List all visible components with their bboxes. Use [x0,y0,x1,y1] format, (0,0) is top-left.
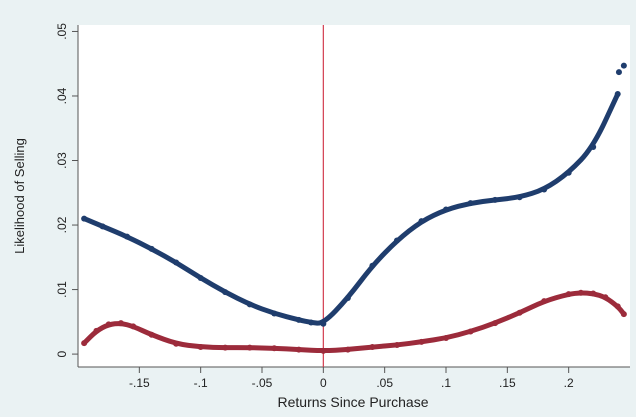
y-tick-label: .04 [55,87,69,104]
data-point [81,340,88,347]
data-point [516,309,523,316]
y-tick-label: .01 [55,281,69,298]
y-tick-label: .02 [55,216,69,233]
data-point [602,294,609,301]
data-point [148,331,155,338]
data-point [295,316,302,323]
data-point [443,206,449,213]
data-point [614,91,621,98]
y-axis-ticks: 0 .01 .02 .03 .04 .05 [55,23,78,357]
x-axis-label: Returns Since Purchase [278,394,429,410]
data-point [246,344,253,351]
x-tick-label: .15 [499,376,516,390]
data-point [308,319,315,326]
data-point [620,311,627,318]
data-point [222,344,229,351]
data-point [369,343,376,350]
data-point [93,327,100,334]
data-point [173,340,180,347]
data-point [320,320,327,327]
data-point [418,338,425,345]
data-point [246,301,253,308]
data-point [541,298,548,305]
data-point [565,169,572,176]
y-tick-label: 0 [55,350,69,357]
data-point [615,69,622,76]
data-point [148,245,155,252]
data-point [418,218,425,225]
series-1 [81,91,621,327]
data-point [271,345,278,352]
x-tick-label: .05 [376,376,393,390]
x-tick-label: -.1 [194,376,208,390]
x-axis-ticks: -.15 -.1 -.05 0 .05 .1 .15 .2 [129,367,574,390]
data-point [516,194,523,201]
y-tick-label: .03 [55,152,69,169]
data-point [271,310,278,317]
data-point [590,143,597,150]
x-tick-label: .1 [441,376,451,390]
y-tick-label: .05 [55,23,69,40]
x-tick-label: .2 [564,376,574,390]
data-point [130,323,137,330]
data-point [117,320,124,327]
data-point [620,62,627,69]
data-point [197,274,204,281]
data-point [443,334,449,341]
data-point [393,342,400,349]
data-point [295,346,302,353]
data-point [492,320,499,327]
y-axis-label: Likelihood of Selling [12,138,27,254]
data-point [81,215,88,222]
data-point [541,186,548,193]
data-point [369,262,376,269]
data-point [565,291,572,298]
data-series [81,62,627,354]
data-point [614,303,621,310]
x-tick-label: -.15 [129,376,150,390]
x-tick-label: 0 [320,376,327,390]
plot-area [78,25,630,367]
data-point [197,343,204,350]
data-point [492,196,499,203]
data-point [467,328,474,335]
data-point [124,233,131,240]
data-point [393,237,400,244]
data-point [99,223,106,230]
data-point [590,290,597,297]
data-point [105,321,112,328]
series-2 [615,62,627,76]
data-point [344,294,351,301]
data-point [320,347,327,354]
x-tick-label: -.05 [252,376,273,390]
data-point [222,289,229,296]
series-line [81,91,621,326]
series-3 [81,289,627,354]
data-point [577,289,584,296]
data-point [344,346,351,353]
data-point [467,200,474,207]
data-point [173,259,180,266]
